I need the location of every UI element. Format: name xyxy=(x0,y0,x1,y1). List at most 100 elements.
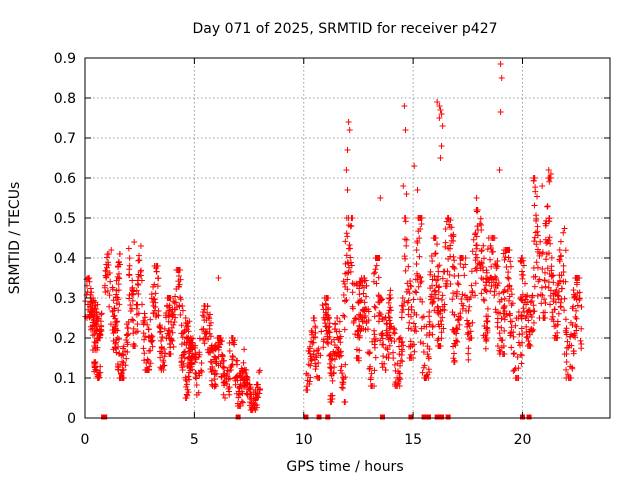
data-point xyxy=(178,358,185,365)
data-point xyxy=(251,401,258,408)
data-point xyxy=(107,278,114,285)
data-point xyxy=(573,281,580,288)
data-point xyxy=(554,282,561,289)
data-point xyxy=(447,217,454,224)
data-point xyxy=(378,330,385,337)
data-point xyxy=(465,329,472,336)
data-point xyxy=(414,238,421,245)
data-point xyxy=(434,241,441,248)
data-point xyxy=(435,335,442,342)
data-point xyxy=(155,275,162,282)
data-point xyxy=(358,314,365,321)
data-point xyxy=(94,317,101,324)
data-point xyxy=(362,313,369,320)
data-point xyxy=(125,245,132,252)
data-point xyxy=(173,267,180,273)
data-point xyxy=(359,277,366,284)
data-point xyxy=(405,263,412,270)
data-point xyxy=(416,215,423,221)
zero-marker xyxy=(235,414,241,420)
data-point xyxy=(543,251,550,258)
data-point xyxy=(496,167,503,173)
data-point xyxy=(135,271,142,278)
data-point xyxy=(517,351,524,358)
data-point xyxy=(189,353,196,360)
data-point xyxy=(184,386,191,393)
data-point xyxy=(314,347,321,354)
data-point xyxy=(347,254,354,261)
data-point xyxy=(128,305,135,312)
data-point xyxy=(235,394,242,401)
data-point xyxy=(315,375,322,381)
zero-marker xyxy=(316,414,322,420)
data-point xyxy=(419,369,426,376)
data-point xyxy=(192,344,199,351)
data-point xyxy=(544,203,551,210)
data-point xyxy=(130,317,137,324)
data-point xyxy=(520,262,527,269)
data-point xyxy=(563,331,570,338)
data-point xyxy=(328,399,335,405)
data-point xyxy=(340,291,347,298)
data-point xyxy=(332,350,339,357)
data-point xyxy=(399,338,406,345)
data-point xyxy=(307,350,314,357)
data-point xyxy=(510,329,517,336)
data-point xyxy=(360,290,367,297)
data-point xyxy=(506,282,513,289)
data-point xyxy=(424,351,431,358)
data-point xyxy=(424,343,431,350)
data-point xyxy=(554,321,561,328)
data-point xyxy=(116,251,123,257)
data-point xyxy=(542,283,549,290)
data-point xyxy=(327,392,334,399)
data-point xyxy=(331,356,338,363)
data-point xyxy=(156,329,163,336)
data-point xyxy=(443,218,450,225)
data-point xyxy=(356,323,363,330)
data-point xyxy=(426,313,433,320)
data-points xyxy=(82,61,585,420)
data-point xyxy=(343,252,350,259)
data-point xyxy=(429,282,436,289)
data-point xyxy=(435,284,442,291)
data-point xyxy=(377,195,384,201)
data-point xyxy=(372,266,379,273)
data-point xyxy=(519,275,526,282)
data-point xyxy=(510,350,517,357)
data-point xyxy=(564,338,571,345)
data-point xyxy=(396,376,403,383)
data-point xyxy=(402,267,409,274)
data-point xyxy=(126,291,133,298)
data-point xyxy=(480,242,487,249)
y-tick-label: 0.3 xyxy=(54,291,76,307)
data-point xyxy=(188,342,195,349)
data-point xyxy=(155,312,162,319)
data-point xyxy=(160,367,167,373)
data-point xyxy=(388,337,395,344)
data-point xyxy=(325,304,332,311)
data-point xyxy=(455,316,462,323)
data-point xyxy=(350,318,357,325)
data-point xyxy=(358,297,365,304)
data-point xyxy=(399,309,405,316)
data-point xyxy=(439,275,446,282)
data-point xyxy=(172,299,179,306)
zero-marker xyxy=(325,414,331,420)
data-point xyxy=(446,271,453,278)
data-point xyxy=(233,373,240,380)
data-point xyxy=(411,348,418,355)
data-point xyxy=(104,288,111,295)
data-point xyxy=(120,345,127,352)
data-point xyxy=(365,349,372,356)
data-point xyxy=(405,286,412,293)
data-point xyxy=(398,339,405,346)
data-point xyxy=(404,299,411,306)
zero-marker xyxy=(526,414,532,420)
data-point xyxy=(576,295,583,302)
data-point xyxy=(171,319,178,326)
data-point xyxy=(331,341,338,348)
data-point xyxy=(326,329,333,336)
data-point xyxy=(504,274,511,281)
data-point xyxy=(562,316,569,323)
